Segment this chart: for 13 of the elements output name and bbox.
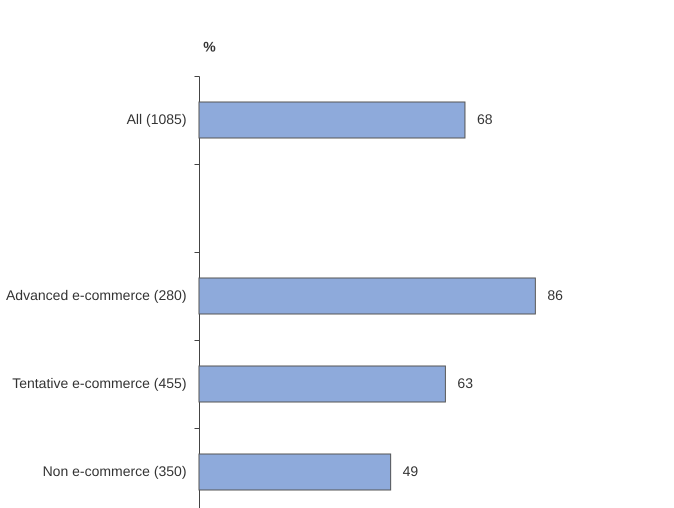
bar xyxy=(198,102,466,138)
bar xyxy=(198,278,536,314)
y-tick-label: Tentative e-commerce (455) xyxy=(12,375,186,391)
x-axis-title: % xyxy=(203,38,216,54)
y-tick-label: Non e-commerce (350) xyxy=(42,463,186,479)
data-label: 63 xyxy=(457,375,474,391)
data-label: 49 xyxy=(402,463,418,479)
bar xyxy=(198,366,446,402)
y-tick-label: All (1085) xyxy=(126,111,186,127)
data-label: 68 xyxy=(476,111,493,127)
bar xyxy=(198,454,392,490)
data-label: 86 xyxy=(547,287,564,303)
y-tick-label: Advanced e-commerce (280) xyxy=(6,287,186,303)
